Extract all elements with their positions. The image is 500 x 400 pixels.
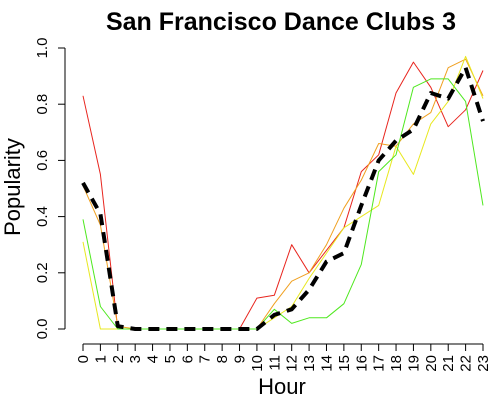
y-tick-label: 1.0 — [34, 38, 51, 59]
x-tick-label: 8 — [214, 355, 231, 363]
x-tick-label: 22 — [458, 355, 475, 372]
x-tick-label: 10 — [249, 355, 266, 372]
x-tick-label: 13 — [301, 355, 318, 372]
x-tick-label: 23 — [475, 355, 492, 372]
x-tick-label: 19 — [405, 355, 422, 372]
series-group — [81, 55, 485, 331]
x-tick-label: 14 — [318, 355, 335, 372]
x-tick-label: 7 — [197, 355, 214, 363]
series-line-2 — [82, 58, 484, 330]
x-tick-label: 18 — [388, 355, 405, 372]
series-line-1 — [82, 61, 484, 330]
x-tick-label: 0 — [75, 355, 92, 363]
y-ticks: 0.0 0.2 0.4 0.6 0.8 1.0 — [34, 38, 65, 340]
chart-title: San Francisco Dance Clubs 3 — [106, 8, 456, 36]
x-tick-label: 15 — [336, 355, 353, 372]
y-tick-label: 0.0 — [34, 319, 51, 340]
x-tick-label: 16 — [353, 355, 370, 372]
x-tick-label: 12 — [284, 355, 301, 372]
x-tick-label: 20 — [423, 355, 440, 372]
x-tick-label: 2 — [110, 355, 127, 363]
x-tick-label: 1 — [92, 355, 109, 363]
series-line-4 — [82, 78, 484, 330]
x-ticks: 0 1 2 3 4 5 6 7 8 9 10 11 12 13 14 15 16 17 18 19 20 21 22 23 — [75, 344, 492, 372]
y-tick-label: 0.4 — [34, 206, 51, 227]
x-tick-label: 11 — [266, 355, 283, 371]
x-tick-label: 6 — [179, 355, 196, 363]
y-tick-label: 0.6 — [34, 150, 51, 171]
x-tick-label: 9 — [232, 355, 249, 363]
series-line-3 — [82, 55, 484, 330]
x-axis-label: Hour — [258, 374, 306, 399]
x-tick-label: 5 — [162, 355, 179, 363]
x-tick-label: 4 — [145, 355, 162, 363]
y-tick-label: 0.2 — [34, 262, 51, 283]
x-tick-label: 3 — [127, 355, 144, 363]
y-axis-label: Popularity — [0, 138, 25, 236]
x-tick-label: 21 — [440, 355, 457, 372]
x-tick-label: 17 — [371, 355, 388, 372]
y-tick-label: 0.8 — [34, 94, 51, 115]
series-line-5 — [81, 65, 485, 331]
